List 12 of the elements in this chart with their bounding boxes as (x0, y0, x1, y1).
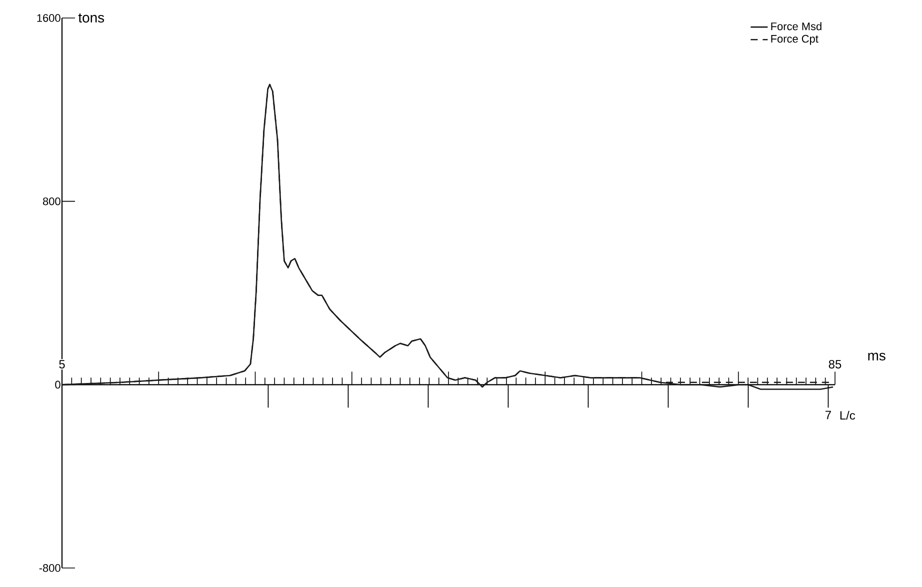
y-tick-label: 0 (55, 380, 60, 389)
legend-label: Force Cpt (771, 34, 818, 45)
legend-label: Force Msd (771, 22, 822, 30)
x-tick-label: 5 (59, 360, 65, 368)
y-axis-title: tons (78, 13, 104, 23)
y-tick-label: 800 (42, 197, 60, 206)
x-tick-label: 85 (828, 360, 842, 368)
y-tick-label: 1600 (37, 14, 60, 22)
annotation: 7 (826, 410, 831, 420)
x2-axis-title: L/c (840, 410, 856, 420)
y-tick-label: -800 (39, 564, 60, 572)
x-axis-title: ms (868, 352, 886, 360)
